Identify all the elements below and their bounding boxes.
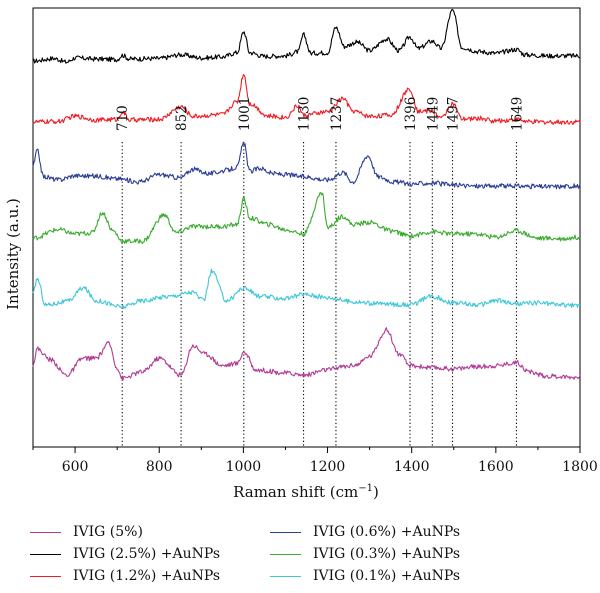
legend-item: IVIG (2.5%) +AuNPs xyxy=(30,544,220,564)
series-line xyxy=(32,192,581,245)
peak-label: 1649 xyxy=(509,97,525,131)
legend-label: IVIG (0.6%) +AuNPs xyxy=(313,524,461,540)
chart-legend: IVIG (5%) IVIG (2.5%) +AuNPs IVIG (1.2%) +… xyxy=(0,520,600,593)
series-line xyxy=(32,141,581,190)
plot-frame xyxy=(32,7,581,448)
x-tick-label: 1000 xyxy=(226,459,262,475)
x-tick-label: 600 xyxy=(62,459,89,475)
legend-swatch xyxy=(30,531,61,533)
peak-label: 1237 xyxy=(329,97,345,131)
legend-swatch xyxy=(270,575,301,577)
plot-border xyxy=(32,7,581,448)
legend-label: IVIG (2.5%) +AuNPs xyxy=(73,546,221,562)
series-line xyxy=(32,8,580,64)
legend-item: IVIG (5%) xyxy=(30,522,143,542)
peak-label: 1449 xyxy=(425,97,441,131)
raman-spectra-chart: 710 852 1001 1130 1237 1396 1449 1497 1649 600 80… xyxy=(4,7,598,501)
x-axis-ticks: 600 800 1000 1200 1400 1600 1800 xyxy=(32,447,598,475)
legend-item: IVIG (0.1%) +AuNPs xyxy=(270,566,460,586)
legend-swatch xyxy=(270,553,301,555)
legend-label: IVIG (1.2%) +AuNPs xyxy=(73,568,221,584)
legend-label: IVIG (0.3%) +AuNPs xyxy=(313,546,461,562)
x-axis-title: Raman shift (cm−1) xyxy=(233,483,379,501)
legend-swatch xyxy=(30,575,61,577)
x-tick-label: 800 xyxy=(146,459,173,475)
peak-label: 852 xyxy=(174,105,190,131)
legend-label: IVIG (0.1%) +AuNPs xyxy=(313,568,461,584)
legend-item: IVIG (0.6%) +AuNPs xyxy=(270,522,460,542)
spectra-series xyxy=(32,8,581,381)
legend-item: IVIG (1.2%) +AuNPs xyxy=(30,566,220,586)
peak-labels: 710 852 1001 1130 1237 1396 1449 1497 1649 xyxy=(115,97,525,131)
x-tick-label: 1200 xyxy=(310,459,346,475)
legend-label: IVIG (5%) xyxy=(73,524,143,540)
x-tick-label: 1800 xyxy=(562,459,598,475)
peak-label: 1396 xyxy=(403,97,419,131)
y-axis-title: Intensity (a.u.) xyxy=(4,198,22,310)
peak-label: 1130 xyxy=(297,97,313,131)
legend-swatch xyxy=(270,531,301,533)
peak-label: 1497 xyxy=(446,97,462,131)
legend-item: IVIG (0.3%) +AuNPs xyxy=(270,544,460,564)
x-tick-label: 1400 xyxy=(394,459,430,475)
peak-marker-lines xyxy=(121,142,518,447)
peak-label: 1001 xyxy=(237,97,253,131)
series-line xyxy=(32,74,581,125)
series-line xyxy=(32,327,581,381)
series-line xyxy=(32,268,581,310)
peak-label: 710 xyxy=(115,105,131,131)
x-tick-label: 1600 xyxy=(478,459,514,475)
legend-swatch xyxy=(30,553,61,555)
